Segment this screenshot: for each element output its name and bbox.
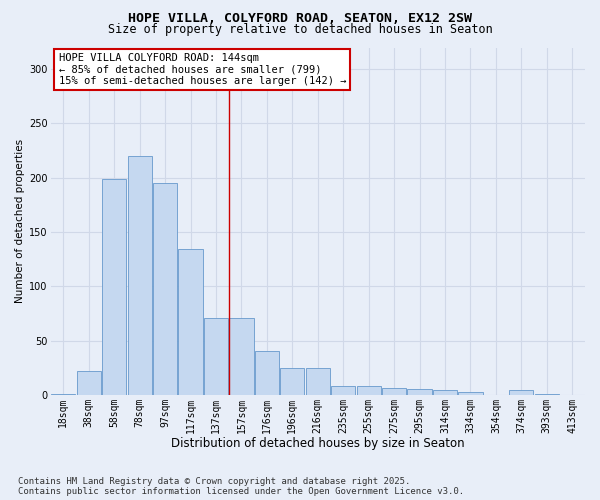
Bar	[458, 392, 482, 395]
Bar	[51, 394, 76, 395]
Bar	[77, 371, 101, 395]
Bar	[509, 390, 533, 395]
Bar	[153, 183, 177, 395]
Bar	[128, 156, 152, 395]
Y-axis label: Number of detached properties: Number of detached properties	[15, 139, 25, 303]
Bar	[305, 368, 330, 395]
Bar	[535, 394, 559, 395]
Bar	[255, 352, 279, 395]
Bar	[204, 318, 228, 395]
Bar	[280, 368, 304, 395]
Bar	[178, 250, 203, 395]
X-axis label: Distribution of detached houses by size in Seaton: Distribution of detached houses by size …	[171, 437, 464, 450]
Bar	[433, 390, 457, 395]
Text: HOPE VILLA, COLYFORD ROAD, SEATON, EX12 2SW: HOPE VILLA, COLYFORD ROAD, SEATON, EX12 …	[128, 12, 472, 24]
Text: HOPE VILLA COLYFORD ROAD: 144sqm
← 85% of detached houses are smaller (799)
15% : HOPE VILLA COLYFORD ROAD: 144sqm ← 85% o…	[59, 52, 346, 86]
Bar	[407, 390, 431, 395]
Text: Size of property relative to detached houses in Seaton: Size of property relative to detached ho…	[107, 24, 493, 36]
Bar	[382, 388, 406, 395]
Bar	[331, 386, 355, 395]
Text: Contains HM Land Registry data © Crown copyright and database right 2025.
Contai: Contains HM Land Registry data © Crown c…	[18, 476, 464, 496]
Bar	[356, 386, 381, 395]
Bar	[102, 179, 126, 395]
Bar	[229, 318, 254, 395]
